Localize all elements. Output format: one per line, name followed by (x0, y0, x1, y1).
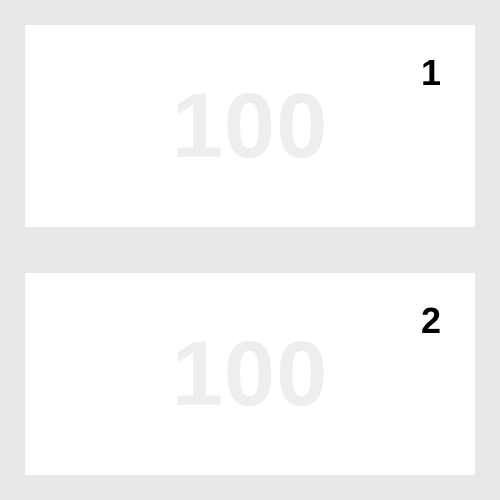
card-number-label: 2 (420, 300, 441, 341)
card-watermark-value: 100 (171, 323, 329, 425)
card-number-label: 1 (420, 52, 441, 93)
card-2[interactable]: 100 2 (25, 273, 475, 475)
card-watermark-value: 100 (171, 75, 329, 177)
card-1[interactable]: 100 1 (25, 25, 475, 227)
